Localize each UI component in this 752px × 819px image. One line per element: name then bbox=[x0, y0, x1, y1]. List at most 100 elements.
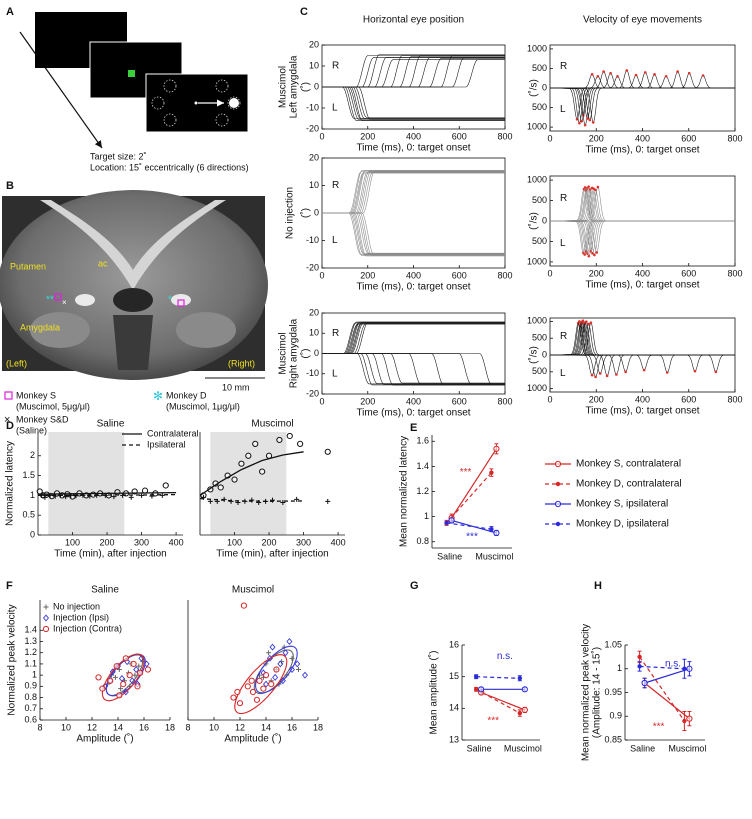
peak-marker bbox=[714, 370, 718, 374]
velocity-trace bbox=[549, 189, 736, 222]
direction-label: L bbox=[332, 368, 338, 379]
eye-position-trace bbox=[322, 353, 505, 385]
eye-position-trace bbox=[322, 86, 505, 121]
data-point bbox=[238, 460, 245, 467]
row-label: No injection bbox=[285, 187, 296, 239]
series-line bbox=[475, 688, 521, 714]
data-point bbox=[256, 677, 263, 684]
x-tick-label: 100 bbox=[227, 537, 242, 547]
data-point bbox=[273, 666, 280, 673]
data-point bbox=[682, 666, 687, 671]
svg-text:×: × bbox=[62, 298, 67, 307]
svg-text:✻: ✻ bbox=[153, 389, 163, 403]
eye-position-trace bbox=[322, 57, 505, 88]
y-axis-label: (Amplitude: 14 - 15˚) bbox=[591, 647, 603, 738]
legend-marker bbox=[43, 604, 49, 610]
x-tick-label: 12 bbox=[235, 722, 245, 732]
data-point bbox=[162, 482, 169, 489]
data-point bbox=[249, 688, 257, 696]
x-tick-label: 800 bbox=[727, 268, 742, 278]
peak-marker bbox=[581, 319, 585, 322]
data-point bbox=[324, 448, 331, 455]
significance-label: n.s. bbox=[497, 651, 513, 662]
velocity-trace bbox=[549, 220, 736, 257]
velocity-trace bbox=[549, 74, 735, 89]
legend-label: Monkey S bbox=[16, 390, 56, 400]
structure-label: Putamen bbox=[10, 261, 46, 271]
eye-position-trace bbox=[322, 353, 505, 385]
eye-position-trace bbox=[322, 212, 505, 256]
velocity-trace bbox=[549, 189, 736, 222]
peak-marker bbox=[590, 73, 594, 76]
y-tick-label: 1.4 bbox=[24, 625, 37, 635]
peak-marker bbox=[615, 373, 618, 376]
velocity-trace bbox=[549, 354, 736, 373]
peak-marker bbox=[575, 117, 579, 121]
legend-label: Injection (Contra) bbox=[53, 623, 122, 633]
data-point bbox=[325, 498, 331, 504]
data-point bbox=[137, 669, 144, 676]
data-point bbox=[118, 686, 124, 692]
y-tick-label: 0 bbox=[314, 348, 319, 358]
series-line bbox=[451, 448, 497, 519]
eye-position-trace bbox=[322, 353, 505, 386]
x-tick-label: 800 bbox=[497, 396, 512, 406]
legend-label: Monkey S, ipsilateral bbox=[576, 499, 668, 510]
velocity-trace bbox=[549, 187, 736, 222]
data-point bbox=[221, 496, 227, 502]
y-tick-label: 500 bbox=[532, 333, 547, 343]
data-point bbox=[126, 672, 133, 679]
eye-position-trace bbox=[322, 170, 505, 214]
x-tick-label: Muscimol bbox=[668, 743, 706, 753]
eye-position-trace bbox=[322, 323, 505, 354]
data-point bbox=[682, 718, 687, 724]
x-tick-label: Saline bbox=[437, 551, 462, 561]
series-line bbox=[480, 691, 526, 711]
eye-position-trace bbox=[322, 57, 505, 88]
peak-marker bbox=[598, 372, 602, 375]
y-axis-label: (˚/s) bbox=[528, 212, 540, 230]
peak-marker bbox=[609, 71, 612, 75]
y-axis-label: (˚) bbox=[300, 349, 312, 359]
peak-marker bbox=[591, 121, 595, 124]
data-point bbox=[277, 660, 284, 668]
svg-text:**: ** bbox=[46, 295, 54, 306]
peak-marker bbox=[642, 368, 646, 372]
eye-position-trace bbox=[322, 353, 505, 386]
y-tick-label: 1.5 bbox=[22, 470, 35, 480]
direction-label: R bbox=[560, 193, 567, 204]
y-tick-label: 500 bbox=[532, 63, 547, 73]
fit-curve bbox=[37, 491, 177, 495]
velocity-trace bbox=[549, 354, 736, 373]
structure-label: Amygdala bbox=[20, 322, 60, 332]
velocity-trace bbox=[549, 220, 736, 254]
significance-label: *** bbox=[460, 467, 472, 478]
series-line bbox=[644, 668, 690, 684]
data-point bbox=[132, 672, 138, 678]
velocity-trace bbox=[549, 187, 736, 222]
y-tick-label: 0 bbox=[542, 349, 547, 359]
data-point bbox=[279, 677, 286, 685]
data-point bbox=[144, 666, 151, 673]
y-tick-label: 0 bbox=[542, 82, 547, 92]
data-point bbox=[116, 692, 123, 699]
x-axis-label: Time (ms), 0: target onset bbox=[585, 145, 699, 156]
eye-position-trace bbox=[322, 86, 505, 121]
data-point bbox=[130, 660, 137, 668]
legend-label: Injection (Ipsi) bbox=[53, 612, 109, 622]
y-tick-label: 0.8 bbox=[24, 692, 37, 702]
eye-position-trace bbox=[322, 321, 505, 354]
y-tick-label: 1000 bbox=[527, 43, 547, 53]
y-tick-label: -10 bbox=[306, 368, 319, 378]
eye-position-trace bbox=[322, 322, 505, 354]
data-point bbox=[637, 664, 642, 669]
y-tick-label: 1.6 bbox=[416, 436, 429, 446]
eye-position-trace bbox=[322, 56, 505, 88]
panel-label: E bbox=[410, 422, 417, 434]
y-tick-label: 1000 bbox=[527, 256, 547, 266]
data-point bbox=[63, 494, 69, 500]
panel-label: F bbox=[6, 580, 13, 592]
x-tick-label: Muscimol bbox=[504, 743, 542, 753]
y-tick-label: 1000 bbox=[527, 121, 547, 131]
legend-marker bbox=[554, 460, 562, 468]
